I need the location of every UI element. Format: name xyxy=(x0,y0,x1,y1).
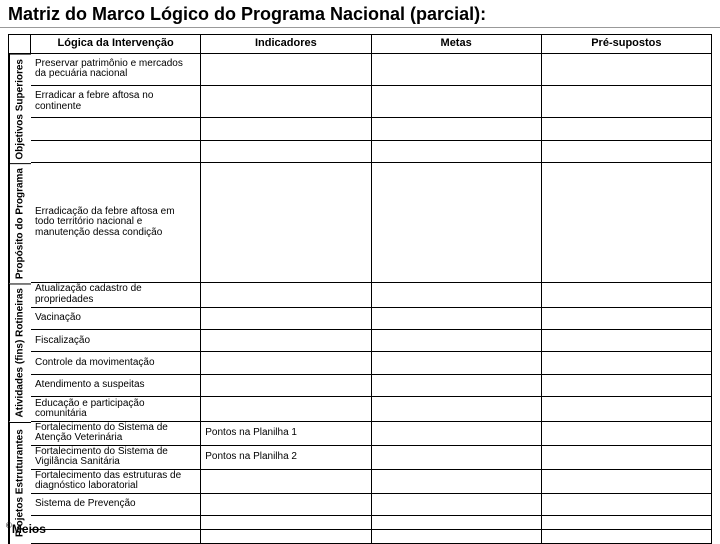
table-cell xyxy=(372,118,542,140)
table-cell xyxy=(201,54,371,86)
table-cell xyxy=(372,163,542,283)
table-cell xyxy=(372,54,542,86)
table-cell xyxy=(542,422,712,446)
table-cell xyxy=(542,397,712,421)
table-cell xyxy=(201,494,371,516)
table-cell xyxy=(201,283,371,307)
table-cell xyxy=(542,283,712,307)
table-cell xyxy=(201,397,371,421)
table-cell xyxy=(542,118,712,140)
table-cell xyxy=(372,283,542,307)
col-header-presupostos: Pré-supostos xyxy=(542,35,712,54)
table-cell xyxy=(31,118,201,140)
table-cell: Fortalecimento do Sistema de Atenção Vet… xyxy=(31,422,201,446)
table-cell xyxy=(372,516,542,530)
table-cell xyxy=(201,470,371,494)
table-cell xyxy=(372,530,542,544)
table-cell: Erradicar a febre aftosa no continente xyxy=(31,86,201,118)
table-cell xyxy=(372,330,542,352)
table-cell xyxy=(372,446,542,470)
table-cell xyxy=(542,141,712,163)
table-cell: Pontos na Planilha 2 xyxy=(201,446,371,470)
table-cell: Pontos na Planilha 1 xyxy=(201,422,371,446)
table-cell xyxy=(372,86,542,118)
table-cell xyxy=(372,141,542,163)
table-cell: Vacinação xyxy=(31,308,201,330)
col-header-metas: Metas xyxy=(372,35,542,54)
table-cell xyxy=(201,516,371,530)
section-label-objetivos: Objetivos Superiores xyxy=(9,54,31,164)
table-cell xyxy=(372,470,542,494)
table-cell xyxy=(201,375,371,397)
table-cell xyxy=(201,163,371,283)
table-cell xyxy=(542,330,712,352)
table-cell xyxy=(201,86,371,118)
section-label-atividades: Atividades (fins) Rotineiras xyxy=(9,283,31,421)
table-cell xyxy=(372,397,542,421)
footer: ©Meios xyxy=(6,522,46,536)
col-header-indicadores: Indicadores xyxy=(201,35,371,54)
page-title: Matriz do Marco Lógico do Programa Nacio… xyxy=(0,0,720,28)
table-cell xyxy=(201,308,371,330)
table-cell xyxy=(372,375,542,397)
table-cell: Preservar patrimônio e mercados da pecuá… xyxy=(31,54,201,86)
corner-cell xyxy=(9,35,31,54)
table-cell: Controle da movimentação xyxy=(31,352,201,374)
table-cell xyxy=(31,516,201,530)
table-cell xyxy=(201,141,371,163)
table-cell xyxy=(372,494,542,516)
table-cell xyxy=(201,352,371,374)
table-cell: Fiscalização xyxy=(31,330,201,352)
col-header-intervencao: Lógica da Intervenção xyxy=(31,35,201,54)
table-cell xyxy=(372,308,542,330)
table-cell xyxy=(201,330,371,352)
table-cell: Fortalecimento das estruturas de diagnós… xyxy=(31,470,201,494)
table-cell xyxy=(542,86,712,118)
table-cell xyxy=(31,530,201,544)
table-cell: Educação e participação comunitária xyxy=(31,397,201,421)
table-cell xyxy=(372,422,542,446)
footer-text: Meios xyxy=(12,522,46,536)
section-label-proposito: Propósito do Programa xyxy=(9,163,31,283)
table-cell: Erradicação da febre aftosa em todo terr… xyxy=(31,163,201,283)
table-cell xyxy=(542,530,712,544)
table-cell: Atualização cadastro de propriedades xyxy=(31,283,201,307)
table-cell: Sistema de Prevenção xyxy=(31,494,201,516)
table-cell xyxy=(542,163,712,283)
table-cell: Atendimento a suspeitas xyxy=(31,375,201,397)
table-cell xyxy=(542,375,712,397)
table-cell xyxy=(542,352,712,374)
logic-matrix: Lógica da Intervenção Indicadores Metas … xyxy=(8,34,712,544)
table-cell xyxy=(542,54,712,86)
table-cell: Fortalecimento do Sistema de Vigilância … xyxy=(31,446,201,470)
table-cell xyxy=(542,446,712,470)
table-cell xyxy=(542,494,712,516)
table-cell xyxy=(542,308,712,330)
table-cell xyxy=(372,352,542,374)
table-cell xyxy=(542,516,712,530)
table-cell xyxy=(542,470,712,494)
table-cell xyxy=(201,118,371,140)
table-cell xyxy=(31,141,201,163)
table-cell xyxy=(201,530,371,544)
